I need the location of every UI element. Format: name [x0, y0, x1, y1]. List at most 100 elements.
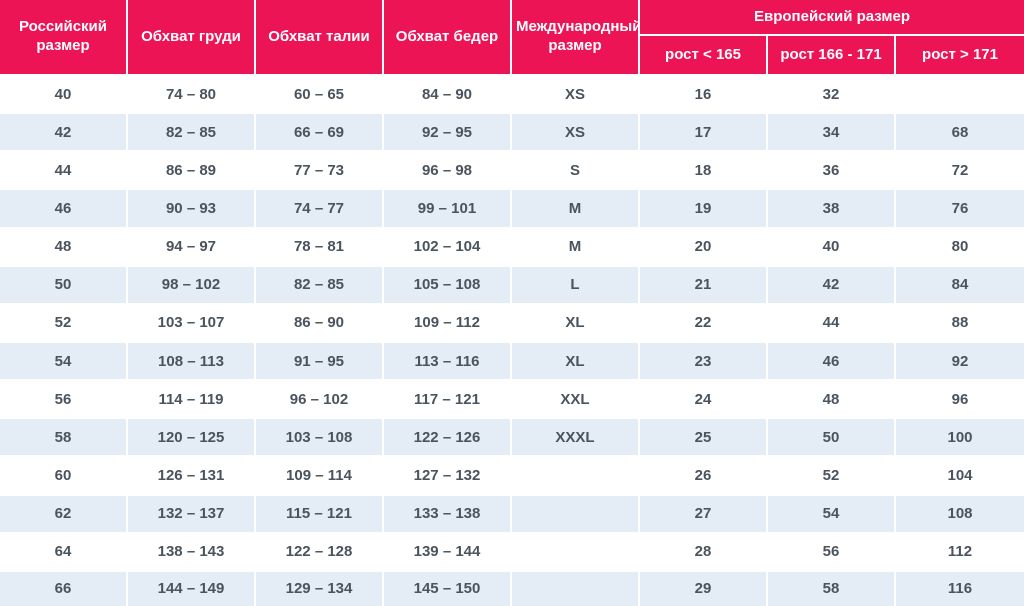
cell-chest: 138 – 143 [128, 533, 256, 572]
cell-height_lt_165: 21 [640, 266, 768, 305]
cell-height_gt_171: 112 [896, 533, 1024, 572]
cell-international_size [512, 495, 640, 534]
table-row: 60 126 – 131 109 – 114 127 – 132 26 52 104 [0, 457, 1024, 496]
cell-international_size: XL [512, 342, 640, 382]
cell-height_gt_171: 72 [896, 152, 1024, 191]
cell-height_166_171: 32 [768, 76, 896, 115]
cell-height_166_171: 50 [768, 419, 896, 458]
cell-russian_size: 52 [0, 304, 128, 343]
cell-height_166_171: 42 [768, 266, 896, 305]
cell-height_166_171: 46 [768, 342, 896, 382]
cell-height_gt_171: 84 [896, 266, 1024, 305]
cell-height_166_171: 38 [768, 190, 896, 229]
cell-international_size: M [512, 190, 640, 229]
cell-russian_size: 42 [0, 114, 128, 153]
cell-chest: 120 – 125 [128, 419, 256, 458]
cell-international_size [512, 457, 640, 496]
cell-hips: 117 – 121 [384, 381, 512, 420]
size-table-header: Российский размер Обхват груди Обхват та… [0, 0, 1024, 76]
cell-hips: 113 – 116 [384, 342, 512, 382]
cell-height_lt_165: 20 [640, 228, 768, 267]
cell-waist: 77 – 73 [256, 152, 384, 191]
cell-russian_size: 66 [0, 571, 128, 606]
cell-hips: 96 – 98 [384, 152, 512, 191]
cell-hips: 122 – 126 [384, 419, 512, 458]
cell-waist: 60 – 65 [256, 76, 384, 115]
cell-height_gt_171: 80 [896, 228, 1024, 267]
cell-hips: 102 – 104 [384, 228, 512, 267]
cell-height_166_171: 56 [768, 533, 896, 572]
table-row: 42 82 – 85 66 – 69 92 – 95 XS 17 34 68 [0, 114, 1024, 153]
cell-international_size [512, 571, 640, 606]
cell-waist: 74 – 77 [256, 190, 384, 229]
cell-chest: 90 – 93 [128, 190, 256, 229]
header-row-bottom: рост < 165 рост 166 - 171 рост > 171 [0, 36, 1024, 76]
cell-international_size: XS [512, 114, 640, 153]
cell-international_size [512, 533, 640, 572]
cell-waist: 66 – 69 [256, 114, 384, 153]
table-row: 52 103 – 107 86 – 90 109 – 112 XL 22 44 88 [0, 304, 1024, 343]
cell-hips: 139 – 144 [384, 533, 512, 572]
cell-chest: 74 – 80 [128, 76, 256, 115]
cell-chest: 132 – 137 [128, 495, 256, 534]
table-row: 56 114 – 119 96 – 102 117 – 121 XXL 24 48 96 [0, 381, 1024, 420]
table-row: 44 86 – 89 77 – 73 96 – 98 S 18 36 72 [0, 152, 1024, 191]
cell-height_gt_171: 96 [896, 381, 1024, 420]
table-row: 66 144 – 149 129 – 134 145 – 150 29 58 116 [0, 571, 1024, 606]
table-row: 54 108 – 113 91 – 95 113 – 116 XL 23 46 92 [0, 342, 1024, 382]
cell-international_size: S [512, 152, 640, 191]
cell-russian_size: 62 [0, 495, 128, 534]
cell-hips: 105 – 108 [384, 266, 512, 305]
cell-chest: 103 – 107 [128, 304, 256, 343]
header-height-166-171: рост 166 - 171 [768, 36, 896, 76]
cell-waist: 103 – 108 [256, 419, 384, 458]
table-row: 48 94 – 97 78 – 81 102 – 104 M 20 40 80 [0, 228, 1024, 267]
cell-height_lt_165: 18 [640, 152, 768, 191]
cell-international_size: L [512, 266, 640, 305]
cell-russian_size: 44 [0, 152, 128, 191]
cell-russian_size: 40 [0, 76, 128, 115]
cell-height_gt_171: 92 [896, 342, 1024, 382]
cell-height_166_171: 36 [768, 152, 896, 191]
cell-height_lt_165: 24 [640, 381, 768, 420]
cell-height_166_171: 44 [768, 304, 896, 343]
cell-height_lt_165: 22 [640, 304, 768, 343]
cell-height_lt_165: 28 [640, 533, 768, 572]
cell-height_lt_165: 29 [640, 571, 768, 606]
cell-chest: 82 – 85 [128, 114, 256, 153]
cell-height_gt_171: 68 [896, 114, 1024, 153]
cell-chest: 114 – 119 [128, 381, 256, 420]
cell-height_lt_165: 27 [640, 495, 768, 534]
header-european-size: Европейский размер [640, 0, 1024, 36]
table-row: 40 74 – 80 60 – 65 84 – 90 XS 16 32 [0, 76, 1024, 115]
cell-international_size: XL [512, 304, 640, 343]
cell-international_size: M [512, 228, 640, 267]
cell-international_size: XS [512, 76, 640, 115]
table-row: 64 138 – 143 122 – 128 139 – 144 28 56 112 [0, 533, 1024, 572]
cell-height_166_171: 48 [768, 381, 896, 420]
cell-waist: 129 – 134 [256, 571, 384, 606]
header-waist: Обхват талии [256, 0, 384, 76]
cell-russian_size: 56 [0, 381, 128, 420]
cell-height_166_171: 54 [768, 495, 896, 534]
cell-chest: 126 – 131 [128, 457, 256, 496]
size-table-body: 40 74 – 80 60 – 65 84 – 90 XS 16 32 42 82 – 85 66… [0, 76, 1024, 606]
cell-russian_size: 50 [0, 266, 128, 305]
cell-chest: 144 – 149 [128, 571, 256, 606]
cell-waist: 109 – 114 [256, 457, 384, 496]
cell-russian_size: 54 [0, 342, 128, 382]
cell-chest: 86 – 89 [128, 152, 256, 191]
cell-height_166_171: 34 [768, 114, 896, 153]
cell-height_gt_171: 88 [896, 304, 1024, 343]
cell-hips: 84 – 90 [384, 76, 512, 115]
cell-russian_size: 60 [0, 457, 128, 496]
cell-hips: 145 – 150 [384, 571, 512, 606]
cell-hips: 133 – 138 [384, 495, 512, 534]
cell-russian_size: 58 [0, 419, 128, 458]
cell-height_gt_171 [896, 76, 1024, 115]
cell-hips: 127 – 132 [384, 457, 512, 496]
table-row: 58 120 – 125 103 – 108 122 – 126 XXXL 25 50 100 [0, 419, 1024, 458]
cell-height_lt_165: 19 [640, 190, 768, 229]
